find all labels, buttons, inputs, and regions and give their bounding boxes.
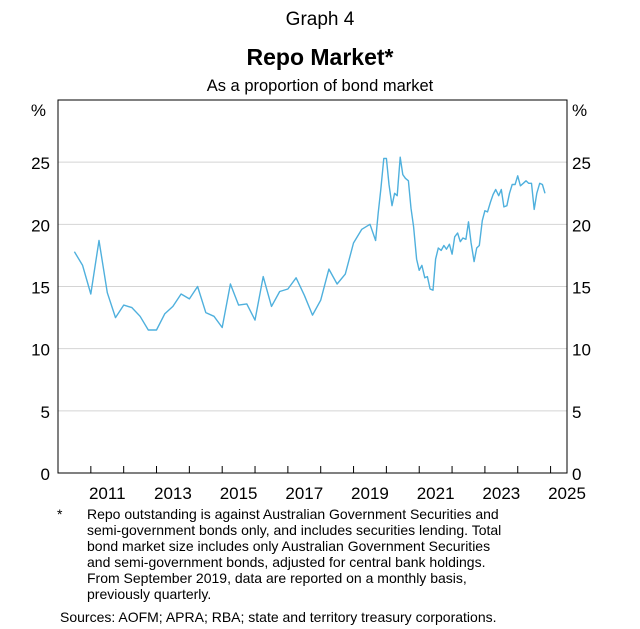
x-tick-label: 2021 xyxy=(417,484,455,503)
footnote-line: From September 2019, data are reported o… xyxy=(87,570,467,586)
y-tick-label-right: 5 xyxy=(572,403,581,422)
y-unit-left: % xyxy=(31,101,46,120)
y-tick-label-right: 25 xyxy=(572,154,591,173)
y-tick-label-left: 20 xyxy=(31,216,50,235)
footnote-line: semi-government bonds only, and includes… xyxy=(87,522,502,538)
x-tick-label: 2019 xyxy=(351,484,389,503)
footnote-line: bond market size includes only Australia… xyxy=(87,538,491,554)
chart-title: Repo Market* xyxy=(246,44,394,70)
x-tick-label: 2015 xyxy=(220,484,258,503)
footnote-line: Repo outstanding is against Australian G… xyxy=(87,506,499,522)
y-tick-label-right: 15 xyxy=(572,279,591,298)
y-tick-label-left: 15 xyxy=(31,279,50,298)
y-tick-label-left: 5 xyxy=(41,403,50,422)
y-tick-label-left: 10 xyxy=(31,341,50,360)
repo-series-line xyxy=(73,156,546,331)
x-tick-label: 2011 xyxy=(89,484,126,503)
x-tick-label: 2025 xyxy=(548,484,586,503)
footnote-line: and semi-government bonds, adjusted for … xyxy=(87,554,486,570)
y-tick-label-left: 25 xyxy=(31,154,50,173)
plot-frame xyxy=(57,99,568,474)
chart-subtitle: As a proportion of bond market xyxy=(206,77,434,95)
x-tick-label: 2023 xyxy=(482,484,520,503)
sources: Sources: AOFM; APRA; RBA; state and terr… xyxy=(60,609,497,625)
x-tick-label: 2017 xyxy=(285,484,323,503)
y-tick-label-left: 0 xyxy=(41,465,50,484)
y-unit-right: % xyxy=(572,101,587,120)
footnote-mark: * xyxy=(57,506,63,522)
y-tick-label-right: 0 xyxy=(572,465,581,484)
footnote-text: Repo outstanding is against Australian G… xyxy=(87,506,567,602)
x-tick-label: 2013 xyxy=(154,484,192,503)
footnote-line: previously quarterly. xyxy=(87,586,212,602)
y-tick-label-right: 10 xyxy=(572,341,591,360)
graph-label: Graph 4 xyxy=(285,9,355,30)
y-tick-label-right: 20 xyxy=(572,216,591,235)
